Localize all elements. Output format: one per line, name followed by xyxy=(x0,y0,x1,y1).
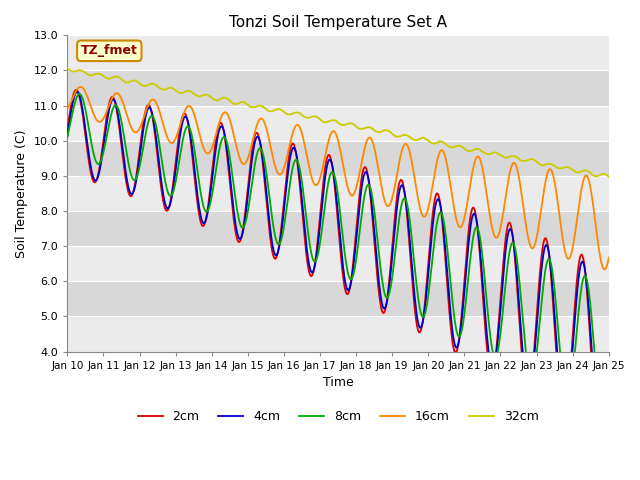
8cm xyxy=(605,366,612,372)
32cm xyxy=(605,174,612,180)
16cm xyxy=(74,86,81,92)
Bar xyxy=(67,211,609,246)
Bar xyxy=(67,281,609,316)
8cm xyxy=(63,133,71,139)
4cm xyxy=(74,89,81,95)
4cm xyxy=(213,137,221,143)
Line: 16cm: 16cm xyxy=(67,87,609,269)
Bar xyxy=(67,176,609,211)
Bar xyxy=(67,316,609,351)
16cm xyxy=(77,84,84,90)
4cm xyxy=(130,189,138,194)
Title: Tonzi Soil Temperature Set A: Tonzi Soil Temperature Set A xyxy=(229,15,447,30)
Bar xyxy=(67,246,609,281)
4cm xyxy=(605,366,612,372)
Legend: 2cm, 4cm, 8cm, 16cm, 32cm: 2cm, 4cm, 8cm, 16cm, 32cm xyxy=(132,405,543,428)
32cm xyxy=(184,88,191,94)
4cm xyxy=(420,310,428,316)
2cm xyxy=(605,354,612,360)
Line: 8cm: 8cm xyxy=(67,94,609,369)
8cm xyxy=(130,177,138,183)
16cm xyxy=(63,106,71,111)
16cm xyxy=(185,103,193,109)
8cm xyxy=(185,124,193,130)
Bar xyxy=(67,106,609,141)
2cm xyxy=(185,123,193,129)
16cm xyxy=(213,127,221,133)
4cm xyxy=(74,89,82,95)
16cm xyxy=(600,266,608,272)
Y-axis label: Soil Temperature (C): Soil Temperature (C) xyxy=(15,129,28,258)
16cm xyxy=(605,255,612,261)
4cm xyxy=(520,366,528,372)
8cm xyxy=(213,159,221,165)
8cm xyxy=(420,313,428,319)
Line: 4cm: 4cm xyxy=(67,92,609,369)
16cm xyxy=(420,214,428,220)
8cm xyxy=(524,366,532,372)
2cm xyxy=(63,127,71,133)
32cm xyxy=(129,78,137,84)
2cm xyxy=(404,229,412,235)
4cm xyxy=(63,133,71,139)
16cm xyxy=(130,129,138,134)
2cm xyxy=(130,188,138,193)
32cm xyxy=(404,133,412,139)
2cm xyxy=(213,129,221,135)
32cm xyxy=(74,68,81,73)
32cm xyxy=(63,65,71,71)
Text: TZ_fmet: TZ_fmet xyxy=(81,44,138,57)
32cm xyxy=(212,97,220,103)
Bar xyxy=(67,141,609,176)
2cm xyxy=(420,306,428,312)
4cm xyxy=(404,222,412,228)
X-axis label: Time: Time xyxy=(323,376,353,389)
2cm xyxy=(72,87,80,93)
16cm xyxy=(404,145,412,151)
Line: 2cm: 2cm xyxy=(67,90,609,369)
Bar xyxy=(67,36,609,71)
32cm xyxy=(420,135,428,141)
8cm xyxy=(404,208,412,214)
8cm xyxy=(74,94,81,99)
Bar xyxy=(67,71,609,106)
4cm xyxy=(185,121,193,127)
8cm xyxy=(76,91,83,97)
2cm xyxy=(74,89,82,95)
2cm xyxy=(486,366,493,372)
Line: 32cm: 32cm xyxy=(67,68,609,177)
